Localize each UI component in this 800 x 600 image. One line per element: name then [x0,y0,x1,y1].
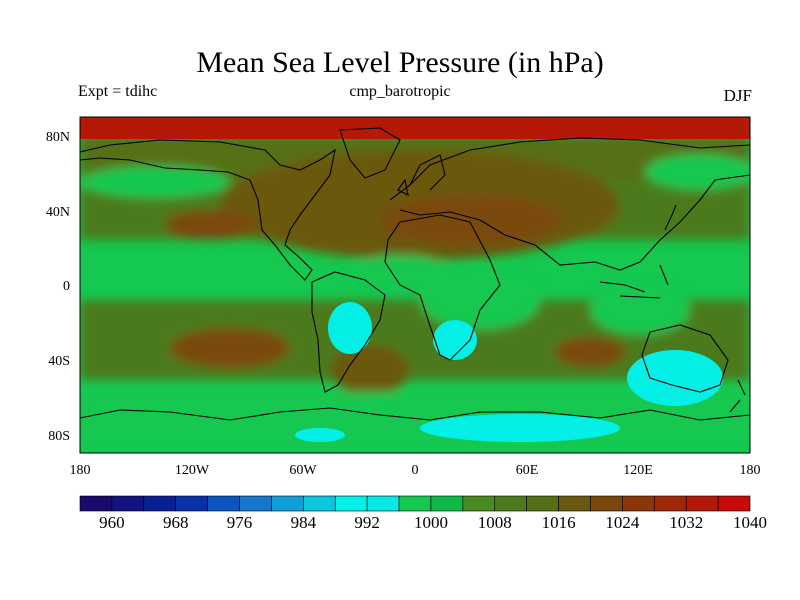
experiment-name: cmp_barotropic [349,83,451,100]
colorbar-tick-label: 1008 [478,513,512,532]
experiment-label: Expt = tdihc [78,83,158,100]
colorbar-swatch [175,495,208,512]
australia-low [627,350,723,406]
lat-tick-label: 40N [46,205,70,220]
japan-coast [664,204,677,231]
colorbar-swatch [685,495,719,512]
lon-tick-label: 120E [623,463,653,478]
colorbar-swatch [526,495,559,512]
s-pacific-high [170,328,290,368]
colorbar-swatch [366,495,400,512]
s-africa-low [433,320,477,360]
colorbar-swatch [271,495,304,512]
s-atlantic-high [330,345,410,395]
lon-tick-label: 60E [516,463,539,478]
lat-tick-label: 0 [63,279,70,294]
colorbar-swatch [79,495,113,512]
polar-high-band [80,117,750,139]
indian-ocean-high [555,337,625,367]
indonesia-coast [599,264,669,299]
colorbar-tick-label: 992 [354,513,380,532]
lat-axis: 80N 40N 0 40S 80S [46,130,70,444]
colorbar-labels: 960 968 976 984 992 1000 1008 1016 1024 1032 1040 [99,513,767,532]
colorbar-swatch [717,495,751,512]
colorbar-tick-label: 1040 [733,513,767,532]
colorbar-swatch [334,495,368,512]
north-america-coast [80,139,336,281]
lon-tick-label: 180 [70,463,91,478]
colorbar-swatch [111,495,145,512]
lat-tick-label: 80S [48,429,70,444]
colorbar [79,495,751,512]
weddell-low [295,428,345,442]
colorbar-swatch [207,495,240,512]
colorbar-tick-label: 976 [227,513,253,532]
colorbar-swatch [558,495,591,512]
maritime-green [590,285,690,335]
aleutian-low [80,166,230,198]
scandinavia-coast [409,154,446,191]
colorbar-swatch [590,495,623,512]
colorbar-swatch [398,495,432,512]
sahara-green [350,255,450,285]
siberian-core [380,195,560,245]
colorbar-tick-label: 960 [99,513,125,532]
n-pacific-high [165,210,255,240]
pressure-field [80,117,750,453]
colorbar-tick-label: 1032 [669,513,703,532]
colorbar-swatch [430,495,464,512]
africa-green [420,270,540,330]
coastlines [80,127,750,421]
colorbar-tick-label: 1024 [605,513,640,532]
new-zealand-coast [729,379,746,413]
southern-ocean-band [80,392,750,442]
south-america-coast [311,271,386,393]
greenland-coast [339,127,401,179]
lat-tick-label: 80N [46,130,70,145]
colorbar-tick-label: 984 [291,513,317,532]
great-britain-coast [397,178,409,196]
plot-frame [79,116,751,454]
chart-title: Mean Sea Level Pressure (in hPa) [196,46,604,79]
colorbar-tick-label: 1000 [414,513,448,532]
lon-tick-label: 60W [289,463,317,478]
australia-coast [641,324,729,393]
lon-tick-label: 180 [740,463,761,478]
colorbar-swatch [494,495,527,512]
lon-tick-label: 0 [412,463,419,478]
colorbar-swatch [303,495,336,512]
n-atlantic-low [645,154,750,190]
colorbar-swatch [143,495,177,512]
colorbar-swatch [622,495,655,512]
antarctic-low [420,414,620,442]
lon-tick-label: 120W [175,463,210,478]
colorbar-tick-label: 1016 [542,513,576,532]
colorbar-swatch [653,495,687,512]
s-america-low [328,302,372,354]
eurasia-coast [389,137,750,271]
colorbar-swatch [462,495,496,512]
season-label: DJF [723,86,752,105]
lon-axis: 180 120W 60W 0 60E 120E 180 [70,463,761,478]
antarctica-coast [80,407,750,421]
lat-tick-label: 40S [48,354,70,369]
colorbar-tick-label: 968 [163,513,189,532]
africa-coast [384,214,501,361]
colorbar-swatch [239,495,272,512]
